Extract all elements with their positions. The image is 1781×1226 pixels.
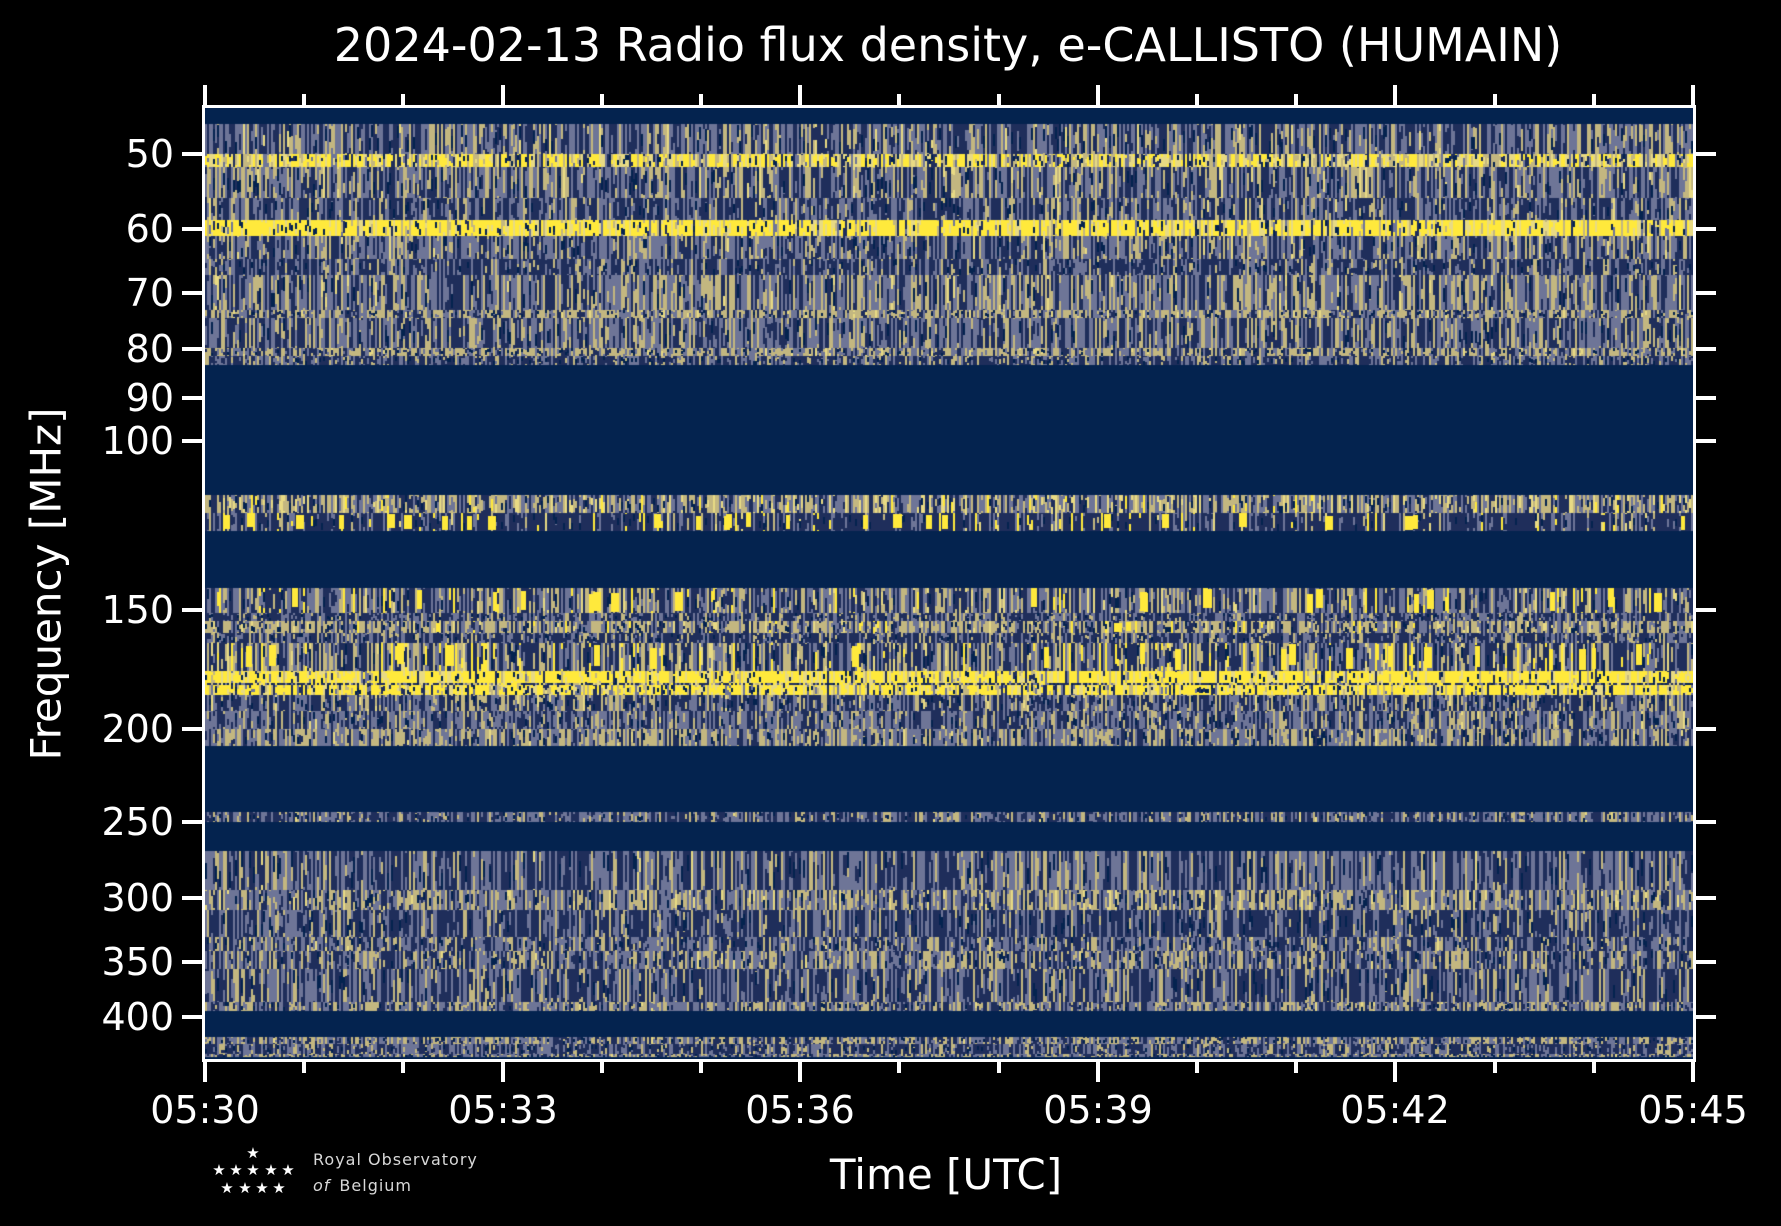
- x-axis-tick: [1096, 1062, 1100, 1082]
- x-axis-tick-top: [203, 85, 207, 105]
- x-axis-tick-top: [1493, 94, 1497, 105]
- x-axis-tick: [997, 1062, 1001, 1073]
- x-tick-label: 05:42: [1340, 1088, 1450, 1132]
- y-tick-label: 70: [125, 271, 174, 315]
- x-axis-tick-top: [501, 85, 505, 105]
- rob-logo-line1: Royal Observatory: [313, 1150, 478, 1169]
- y-tick-label: 250: [101, 800, 174, 844]
- y-axis-tick-right: [1696, 227, 1716, 231]
- x-axis-tick: [1294, 1062, 1298, 1073]
- y-tick-label: 90: [125, 376, 174, 420]
- x-tick-label: 05:30: [150, 1088, 260, 1132]
- x-axis-tick: [501, 1062, 505, 1082]
- y-axis-tick: [182, 347, 202, 351]
- rob-logo-of: of: [313, 1176, 331, 1195]
- x-axis-tick: [600, 1062, 604, 1073]
- y-axis-tick: [182, 960, 202, 964]
- x-axis-tick: [1592, 1062, 1596, 1073]
- y-tick-label: 80: [125, 327, 174, 371]
- y-axis-title: Frequency [MHz]: [21, 407, 71, 761]
- rob-star-icon: ★: [255, 1179, 269, 1197]
- y-axis-tick: [182, 608, 202, 612]
- chart-title: 2024-02-13 Radio flux density, e-CALLIST…: [333, 18, 1563, 72]
- rob-star-icon: ★: [246, 1161, 260, 1179]
- rob-logo-belgium: Belgium: [339, 1176, 413, 1195]
- y-tick-label: 100: [101, 419, 174, 463]
- y-tick-label: 300: [101, 876, 174, 920]
- y-axis-tick: [182, 227, 202, 231]
- y-axis-tick-right: [1696, 347, 1716, 351]
- rob-star-icon: ★: [229, 1161, 243, 1179]
- x-axis-tick-top: [798, 85, 802, 105]
- y-axis-tick-right: [1696, 291, 1716, 295]
- rob-logo-line2: of Belgium: [313, 1176, 412, 1195]
- y-tick-label: 60: [125, 207, 174, 251]
- x-axis-tick: [203, 1062, 207, 1082]
- rob-star-icon: ★: [281, 1161, 295, 1179]
- y-axis-tick-right: [1696, 960, 1716, 964]
- x-axis-tick-top: [401, 94, 405, 105]
- x-axis-tick: [302, 1062, 306, 1073]
- rob-star-icon: ★: [212, 1161, 226, 1179]
- y-axis-tick: [182, 1015, 202, 1019]
- x-axis-tick-top: [1096, 85, 1100, 105]
- x-axis-tick-top: [1294, 94, 1298, 105]
- rob-star-icon: ★: [264, 1161, 278, 1179]
- x-axis-tick: [1195, 1062, 1199, 1073]
- y-axis-tick: [182, 896, 202, 900]
- x-axis-tick-top: [997, 94, 1001, 105]
- x-tick-label: 05:36: [745, 1088, 855, 1132]
- y-tick-label: 400: [101, 995, 174, 1039]
- y-axis-tick: [182, 291, 202, 295]
- y-axis-tick-right: [1696, 820, 1716, 824]
- x-axis-tick-top: [1195, 94, 1199, 105]
- rob-star-icon: ★: [246, 1144, 260, 1162]
- x-axis-tick: [897, 1062, 901, 1073]
- y-axis-tick: [182, 439, 202, 443]
- x-tick-label: 05:45: [1638, 1088, 1748, 1132]
- x-axis-tick: [401, 1062, 405, 1073]
- y-axis-tick-right: [1696, 396, 1716, 400]
- rob-star-icon: ★: [238, 1179, 252, 1197]
- y-axis-tick: [182, 396, 202, 400]
- x-tick-label: 05:33: [448, 1088, 558, 1132]
- y-axis-tick: [182, 152, 202, 156]
- x-axis-tick: [1393, 1062, 1397, 1082]
- x-axis-tick-top: [1691, 85, 1695, 105]
- x-axis-tick-top: [1393, 85, 1397, 105]
- y-axis-tick: [182, 727, 202, 731]
- y-axis-tick-right: [1696, 152, 1716, 156]
- rob-star-icon: ★: [272, 1179, 286, 1197]
- rob-star-icon: ★: [220, 1179, 234, 1197]
- y-axis-tick-right: [1696, 439, 1716, 443]
- y-tick-label: 50: [125, 132, 174, 176]
- y-axis-tick-right: [1696, 608, 1716, 612]
- y-axis-tick: [182, 820, 202, 824]
- y-tick-label: 150: [101, 588, 174, 632]
- y-axis-tick-right: [1696, 1015, 1716, 1019]
- x-axis-title: Time [UTC]: [829, 1150, 1063, 1199]
- x-axis-tick: [1691, 1062, 1695, 1082]
- x-axis-tick-top: [600, 94, 604, 105]
- x-axis-tick: [798, 1062, 802, 1082]
- x-axis-tick-top: [699, 94, 703, 105]
- x-axis-tick-top: [1592, 94, 1596, 105]
- x-axis-tick: [1493, 1062, 1497, 1073]
- x-axis-tick-top: [897, 94, 901, 105]
- y-axis-tick-right: [1696, 727, 1716, 731]
- y-tick-label: 350: [101, 940, 174, 984]
- spectrogram-canvas: [205, 108, 1693, 1059]
- y-axis-tick-right: [1696, 896, 1716, 900]
- y-tick-label: 200: [101, 707, 174, 751]
- x-axis-tick: [699, 1062, 703, 1073]
- x-axis-tick-top: [302, 94, 306, 105]
- x-tick-label: 05:39: [1043, 1088, 1153, 1132]
